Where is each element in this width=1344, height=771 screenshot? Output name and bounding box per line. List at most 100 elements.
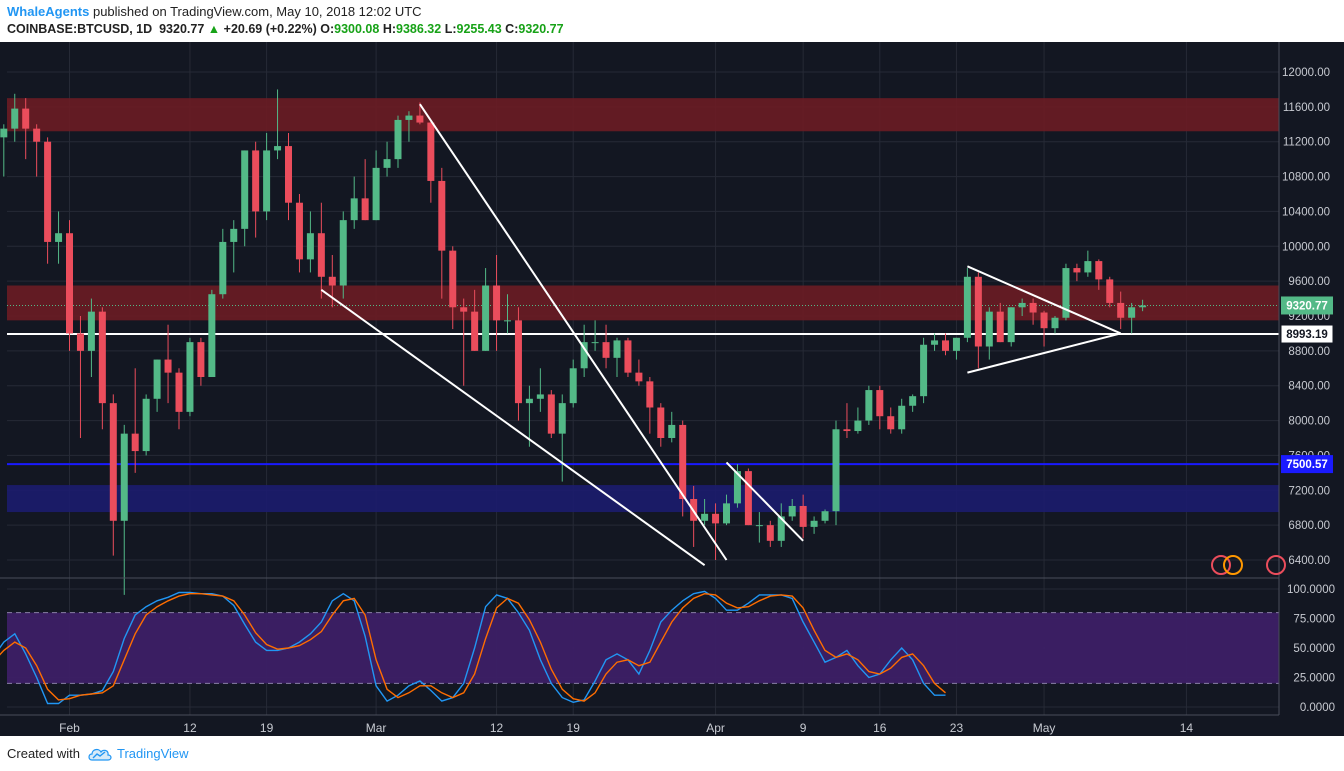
x-tick-label: 16 xyxy=(873,721,887,735)
osc-tick-label: 50.0000 xyxy=(1293,643,1335,655)
price-change: +20.69 (+0.22%) xyxy=(223,22,317,36)
event-flag-icon[interactable] xyxy=(1266,555,1286,575)
author-link[interactable]: WhaleAgents xyxy=(7,4,90,19)
candle-body xyxy=(854,420,862,432)
candle-body xyxy=(744,471,752,526)
candle-body xyxy=(580,342,588,369)
candle-body xyxy=(350,198,358,221)
x-tick-label: Mar xyxy=(366,721,387,735)
candle-body xyxy=(569,368,577,404)
price-label-text: 8993.19 xyxy=(1286,329,1328,341)
y-tick-label: 10000.00 xyxy=(1282,241,1330,253)
candle-body xyxy=(55,233,63,242)
high-label: H: xyxy=(382,22,397,36)
up-triangle-icon: ▲ xyxy=(207,22,221,36)
candle-body xyxy=(263,150,271,212)
candle-body xyxy=(679,424,687,499)
candle-body xyxy=(657,407,665,438)
axes: Feb 12 19 Mar 12 19 Apr 9 16 23 May 14 12000.00 11600… xyxy=(0,42,1335,735)
candle-body xyxy=(1062,268,1070,318)
candle-body xyxy=(887,416,895,430)
open-value: 9300.08 xyxy=(334,22,380,36)
y-tick-label: 6800.00 xyxy=(1288,520,1330,532)
candle-body xyxy=(755,525,763,527)
candle-body xyxy=(613,340,621,358)
symbol-label[interactable]: COINBASE:BTCUSD, 1D xyxy=(7,22,153,36)
candle-body xyxy=(624,340,632,373)
candle-body xyxy=(547,394,555,434)
candle-body xyxy=(1051,317,1059,329)
low-label: L: xyxy=(444,22,457,36)
tradingview-cloud-icon xyxy=(88,748,112,761)
x-tick-label: 23 xyxy=(950,721,964,735)
candle-body xyxy=(931,340,939,345)
candle-body xyxy=(317,233,325,277)
candle-body xyxy=(525,398,533,404)
high-value: 9386.32 xyxy=(396,22,442,36)
candle-body xyxy=(120,433,128,521)
candle-body xyxy=(1040,312,1048,329)
candles xyxy=(0,89,1147,595)
candle-body xyxy=(361,198,369,221)
price-label-box xyxy=(1280,324,1334,344)
candle-body xyxy=(328,276,336,286)
chart-canvas[interactable]: Feb 12 19 Mar 12 19 Apr 9 16 23 May 14 12000.00 11600… xyxy=(0,42,1344,736)
candle-body xyxy=(208,294,216,377)
candle-body xyxy=(1139,305,1147,308)
candle-body xyxy=(766,525,774,541)
candle-body xyxy=(591,342,599,344)
candle-body xyxy=(449,250,457,308)
event-markers xyxy=(1211,555,1286,575)
osc-tick-label: 75.0000 xyxy=(1293,614,1335,626)
y-tick-label: 7200.00 xyxy=(1288,485,1330,497)
x-tick-label: 12 xyxy=(183,721,197,735)
publish-info: WhaleAgents published on TradingView.com… xyxy=(7,4,422,19)
candle-body xyxy=(230,228,238,242)
stoch-d-line xyxy=(0,592,946,702)
candle-body xyxy=(109,403,117,521)
candle-body xyxy=(920,344,928,397)
candle-body xyxy=(602,342,610,358)
price-label-text: 7500.57 xyxy=(1286,459,1328,471)
resistance-zone xyxy=(7,285,1279,321)
candle-body xyxy=(733,471,741,504)
candle-body xyxy=(76,333,84,351)
y-tick-label: 11600.00 xyxy=(1283,102,1330,114)
trendline xyxy=(966,265,1122,335)
y-tick-label: 12000.00 xyxy=(1282,67,1330,79)
trendline xyxy=(320,289,706,567)
candle-body xyxy=(252,150,260,212)
candle-body xyxy=(274,146,282,151)
horizontal-levels xyxy=(7,304,1279,466)
candle-body xyxy=(952,337,960,351)
tradingview-link[interactable]: TradingView xyxy=(117,746,189,761)
candle-body xyxy=(1084,261,1092,273)
candle-body xyxy=(339,220,347,286)
candle-body xyxy=(963,276,971,338)
price-label-box xyxy=(1281,455,1333,474)
candle-body xyxy=(164,359,172,373)
candle-body xyxy=(1117,302,1125,318)
candle-body xyxy=(635,372,643,382)
candle-body xyxy=(66,233,73,334)
x-tick-label: Apr xyxy=(706,721,725,735)
close-label: C: xyxy=(505,22,519,36)
candle-body xyxy=(295,202,303,260)
y-tick-label: 11200.00 xyxy=(1283,137,1330,149)
candle-body xyxy=(558,403,566,434)
open-label: O: xyxy=(320,22,335,36)
price-label-box xyxy=(1281,296,1333,315)
candle-body xyxy=(723,503,730,524)
candle-body xyxy=(898,405,906,430)
candle-body xyxy=(1029,302,1037,313)
event-flag-icon[interactable] xyxy=(1223,555,1243,575)
candle-body xyxy=(777,516,785,541)
candle-body xyxy=(646,381,654,408)
low-value: 9255.43 xyxy=(456,22,502,36)
candle-body xyxy=(865,390,873,421)
x-tick-label: 19 xyxy=(567,721,581,735)
event-flag-icon[interactable] xyxy=(1211,555,1231,575)
candle-body xyxy=(142,398,150,452)
candle-body xyxy=(832,429,840,512)
candle-body xyxy=(985,311,993,347)
